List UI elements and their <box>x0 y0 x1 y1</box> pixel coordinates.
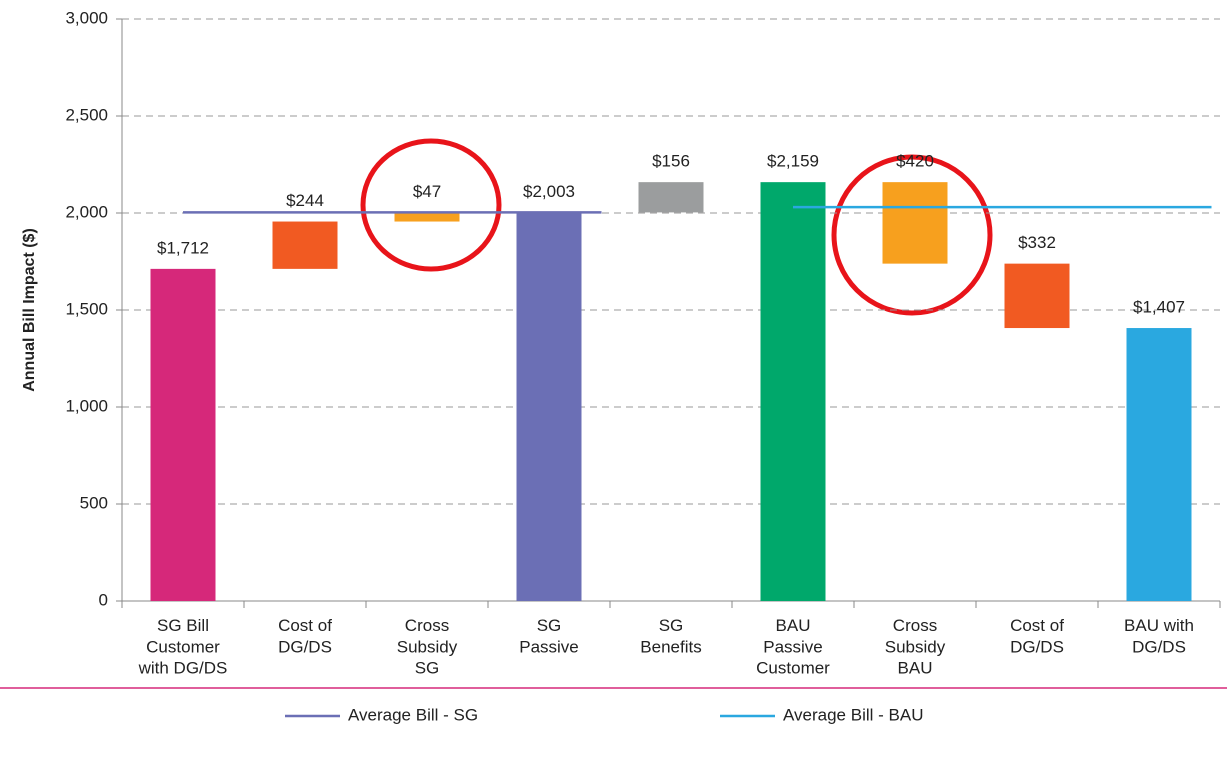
x-tick-label: SG Passive <box>519 616 579 656</box>
y-tick-label: 1,500 <box>65 299 108 318</box>
y-axis-label: Annual Bill Impact ($) <box>21 228 38 392</box>
y-tick-label: 0 <box>99 590 108 609</box>
bar <box>760 182 826 602</box>
bar <box>882 182 948 264</box>
bar <box>1126 328 1192 601</box>
value-label: $244 <box>286 191 324 210</box>
bar <box>1004 263 1070 329</box>
value-label: $2,159 <box>767 152 819 171</box>
y-tick-label: 3,000 <box>65 8 108 27</box>
value-label: $1,712 <box>157 238 209 257</box>
y-tick-label: 500 <box>80 493 108 512</box>
highlight-circle <box>831 154 993 316</box>
value-label: $47 <box>413 182 441 201</box>
value-label: $420 <box>896 152 934 171</box>
bar <box>394 212 460 222</box>
x-tick-label: BAU with DG/DS <box>1124 616 1194 656</box>
x-tick-label: BAU Passive Customer <box>756 616 830 678</box>
x-tick-label: Cross Subsidy SG <box>397 616 458 678</box>
x-tick-label: Cross Subsidy BAU <box>885 616 946 678</box>
bar <box>516 212 582 601</box>
y-tick-label: 2,500 <box>65 105 108 124</box>
legend-label: Average Bill - SG <box>348 705 478 724</box>
value-label: $1,407 <box>1133 298 1185 317</box>
y-tick-label: 2,000 <box>65 202 108 221</box>
x-tick-label: SG Bill Customer with DG/DS <box>138 616 228 678</box>
value-label: $156 <box>652 152 690 171</box>
bar <box>150 268 216 601</box>
bar <box>638 182 704 213</box>
x-tick-label: SG Benefits <box>640 616 701 656</box>
x-tick-label: Cost of DG/DS <box>278 616 332 656</box>
value-label: $332 <box>1018 233 1056 252</box>
y-tick-label: 1,000 <box>65 396 108 415</box>
highlight-circle <box>360 138 502 272</box>
legend-label: Average Bill - BAU <box>783 705 923 724</box>
value-label: $2,003 <box>523 182 575 201</box>
bar <box>272 221 338 269</box>
x-tick-label: Cost of DG/DS <box>1010 616 1064 656</box>
